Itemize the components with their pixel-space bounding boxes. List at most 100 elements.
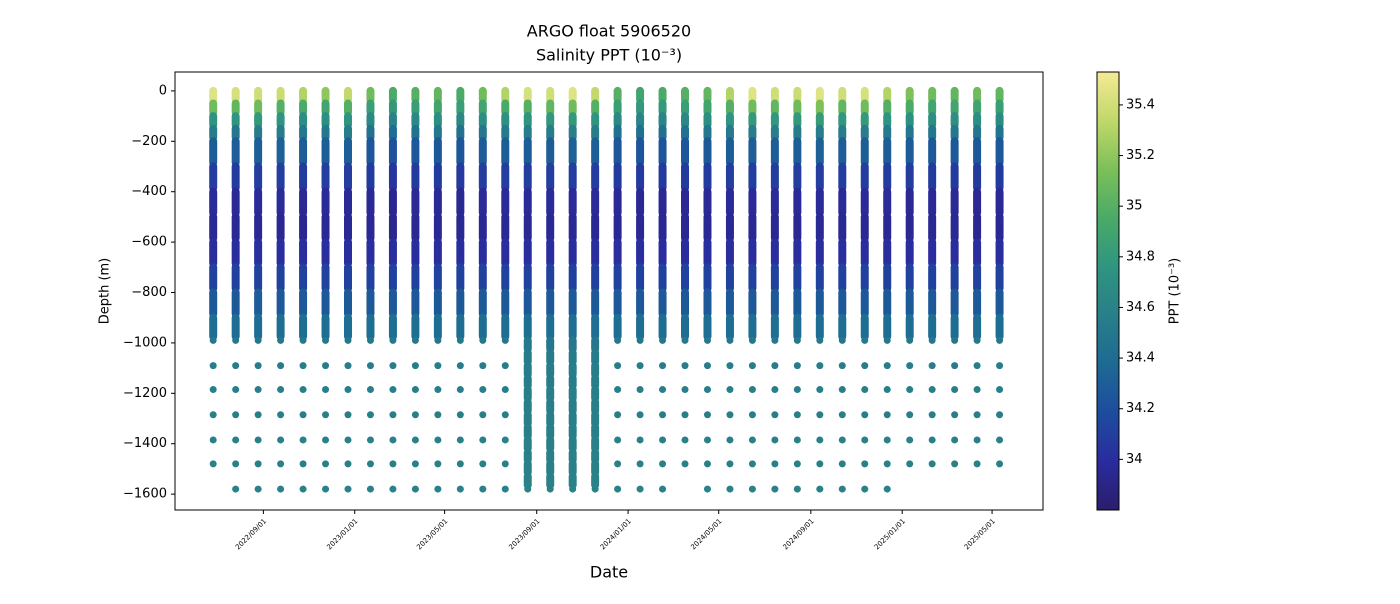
profile-segment <box>254 99 263 117</box>
profile-point <box>591 485 599 493</box>
profile-segment <box>546 361 555 379</box>
profile-point <box>344 485 352 493</box>
profile-segment <box>568 99 577 117</box>
y-tick-label: −800 <box>131 285 167 300</box>
profile-point <box>928 362 936 370</box>
profile-point <box>411 336 419 344</box>
profile-point <box>883 362 891 370</box>
profile-segment <box>793 313 802 341</box>
profile-segment <box>411 124 420 142</box>
profile-segment <box>973 263 982 293</box>
profile-segment <box>995 99 1004 117</box>
profile-segment <box>276 112 285 129</box>
profile-segment <box>703 86 712 104</box>
profile-segment <box>815 99 824 117</box>
profile-segment <box>546 435 555 453</box>
profile-point <box>479 336 487 344</box>
profile-segment <box>568 374 577 390</box>
profile-point <box>232 460 240 468</box>
y-tick-label: 0 <box>159 83 167 98</box>
profile-segment <box>905 238 914 268</box>
profile-segment <box>973 162 982 192</box>
profile-segment <box>321 288 330 318</box>
profile-segment <box>568 112 577 129</box>
profile-segment <box>501 263 510 293</box>
profile-segment <box>950 288 959 318</box>
profile-point <box>614 362 622 370</box>
profile-segment <box>523 124 532 142</box>
profile-point <box>996 460 1004 468</box>
profile-segment <box>770 124 779 142</box>
profile-segment <box>636 162 645 192</box>
profile-segment <box>254 238 263 268</box>
profile-segment <box>433 86 442 104</box>
profile-segment <box>366 313 375 341</box>
profile-point <box>209 362 217 370</box>
profile-point <box>636 436 644 444</box>
profile-point <box>366 336 374 344</box>
profile-segment <box>366 263 375 293</box>
profile-segment <box>321 263 330 293</box>
profile-segment <box>973 212 982 243</box>
profile-point <box>636 336 644 344</box>
profile-segment <box>478 162 487 192</box>
profile-segment <box>591 423 600 440</box>
profile-point <box>816 336 824 344</box>
profile-point <box>659 386 667 394</box>
profile-point <box>659 411 667 419</box>
profile-point <box>748 362 756 370</box>
profile-segment <box>591 348 600 366</box>
profile-segment <box>793 124 802 142</box>
profile-segment <box>478 238 487 268</box>
profile-segment <box>950 187 959 217</box>
profile-segment <box>388 112 397 129</box>
profile-segment <box>523 288 532 318</box>
profile-segment <box>209 263 218 293</box>
profile-point <box>793 411 801 419</box>
profile-segment <box>388 288 397 318</box>
profile-point <box>681 336 689 344</box>
profile-point <box>434 485 442 493</box>
profile-segment <box>725 124 734 142</box>
profile-segment <box>299 238 308 268</box>
profile-point <box>434 460 442 468</box>
profile-segment <box>905 86 914 104</box>
profile-segment <box>546 162 555 192</box>
profile-point <box>883 386 891 394</box>
profile-point <box>232 485 240 493</box>
profile-segment <box>411 212 420 243</box>
profile-segment <box>658 187 667 217</box>
profile-point <box>254 386 262 394</box>
profile-segment <box>838 288 847 318</box>
profile-segment <box>501 124 510 142</box>
profile-segment <box>860 313 869 341</box>
profile-segment <box>411 238 420 268</box>
profile-segment <box>344 187 353 217</box>
profile-segment <box>523 472 532 490</box>
profile-segment <box>366 238 375 268</box>
profile-segment <box>209 86 218 104</box>
profile-point <box>951 386 959 394</box>
profile-segment <box>860 162 869 192</box>
profile-segment <box>591 187 600 217</box>
profile-segment <box>905 162 914 192</box>
profile-segment <box>928 124 937 142</box>
profile-point <box>681 411 689 419</box>
profile-point <box>434 386 442 394</box>
profile-segment <box>568 86 577 104</box>
profile-segment <box>658 162 667 192</box>
profile-point <box>726 336 734 344</box>
profile-point <box>277 362 285 370</box>
profile-segment <box>703 112 712 129</box>
profile-segment <box>321 212 330 243</box>
profile-segment <box>995 112 1004 129</box>
profile-point <box>883 411 891 419</box>
profile-point <box>636 386 644 394</box>
profile-point <box>748 436 756 444</box>
profile-segment <box>838 187 847 217</box>
profile-point <box>906 336 914 344</box>
profile-point <box>389 485 397 493</box>
profile-segment <box>591 162 600 192</box>
profile-segment <box>433 187 442 217</box>
